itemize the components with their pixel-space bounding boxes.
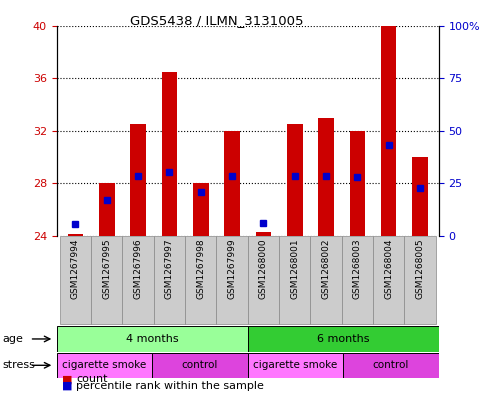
Text: 6 months: 6 months <box>317 334 369 344</box>
Bar <box>350 130 365 236</box>
Bar <box>68 235 83 236</box>
Text: GSM1268002: GSM1268002 <box>321 239 330 299</box>
Bar <box>60 236 91 324</box>
Text: stress: stress <box>2 360 35 370</box>
Text: GSM1268005: GSM1268005 <box>416 239 424 299</box>
Text: count: count <box>76 374 108 384</box>
Bar <box>279 236 311 324</box>
Bar <box>247 326 439 352</box>
Text: ■: ■ <box>62 381 72 391</box>
Text: GSM1268000: GSM1268000 <box>259 239 268 299</box>
Bar <box>247 353 343 378</box>
Bar <box>57 353 152 378</box>
Bar <box>99 183 115 236</box>
Text: GSM1267998: GSM1267998 <box>196 239 205 299</box>
Bar <box>193 183 209 236</box>
Text: GSM1268004: GSM1268004 <box>384 239 393 299</box>
Text: GSM1268001: GSM1268001 <box>290 239 299 299</box>
Bar <box>342 236 373 324</box>
Bar <box>287 124 303 236</box>
Bar <box>154 236 185 324</box>
Bar <box>57 326 247 352</box>
Text: control: control <box>373 360 409 370</box>
Text: cigarette smoke: cigarette smoke <box>253 360 338 370</box>
Text: percentile rank within the sample: percentile rank within the sample <box>76 381 264 391</box>
Text: GSM1267994: GSM1267994 <box>71 239 80 299</box>
Text: GSM1267996: GSM1267996 <box>134 239 142 299</box>
Bar <box>311 236 342 324</box>
Text: GSM1268003: GSM1268003 <box>353 239 362 299</box>
Bar <box>318 118 334 236</box>
Text: GSM1267997: GSM1267997 <box>165 239 174 299</box>
Bar <box>216 236 248 324</box>
Bar <box>91 236 122 324</box>
Bar <box>185 236 216 324</box>
Bar <box>162 72 177 236</box>
Bar <box>224 130 240 236</box>
Bar <box>343 353 439 378</box>
Text: GSM1267995: GSM1267995 <box>103 239 111 299</box>
Bar <box>248 236 279 324</box>
Bar <box>130 124 146 236</box>
Text: ■: ■ <box>62 374 72 384</box>
Text: GSM1267999: GSM1267999 <box>228 239 237 299</box>
Bar <box>152 353 247 378</box>
Bar <box>412 157 428 236</box>
Bar <box>404 236 436 324</box>
Bar <box>255 232 271 236</box>
Text: cigarette smoke: cigarette smoke <box>62 360 146 370</box>
Text: 4 months: 4 months <box>126 334 178 344</box>
Text: age: age <box>2 334 23 344</box>
Bar <box>122 236 154 324</box>
Text: GDS5438 / ILMN_3131005: GDS5438 / ILMN_3131005 <box>130 14 304 27</box>
Text: control: control <box>182 360 218 370</box>
Bar <box>373 236 404 324</box>
Bar <box>381 26 396 236</box>
